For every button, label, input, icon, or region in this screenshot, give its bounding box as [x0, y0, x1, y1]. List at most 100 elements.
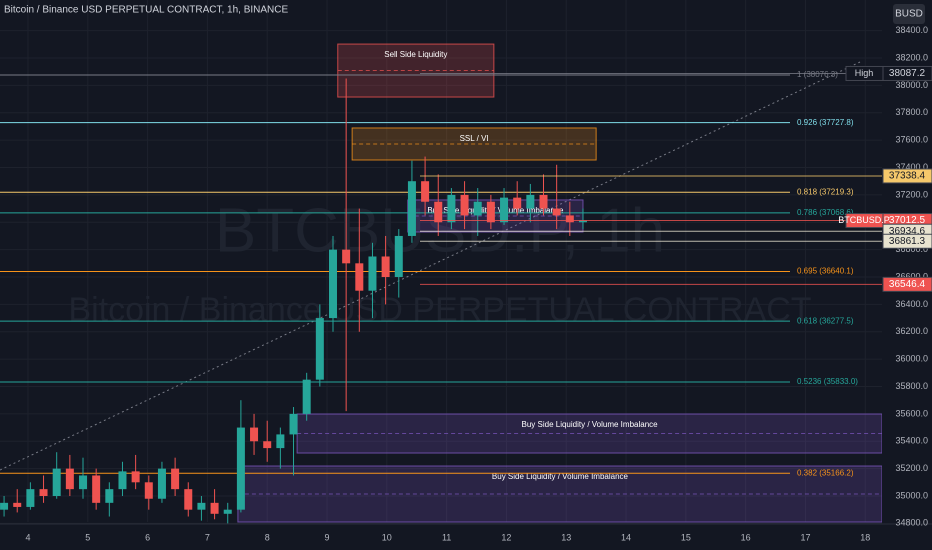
zone-label: Buy Side Liquidity / Volume Imbalance — [427, 206, 564, 215]
x-tick-label: 5 — [85, 532, 90, 542]
side-tag-label: BTCBUSD.P — [838, 215, 890, 225]
y-tick-label: 35800.0 — [895, 381, 928, 391]
candle-body — [105, 489, 114, 503]
price-tag-label: 36934.6 — [889, 226, 926, 237]
x-tick-label: 18 — [860, 532, 870, 542]
y-tick-label: 38200.0 — [895, 52, 928, 62]
price-tag — [882, 276, 932, 292]
x-tick-label: 16 — [741, 532, 751, 542]
candle-body — [250, 427, 259, 442]
candle-body — [578, 220, 587, 223]
chart-title: Bitcoin / Binance USD PERPETUAL CONTRACT… — [4, 5, 288, 16]
candle-body — [302, 379, 311, 414]
candle-body — [473, 201, 482, 216]
y-tick-label: 38400.0 — [895, 25, 928, 35]
candle-body — [342, 249, 351, 264]
time-axis — [0, 524, 932, 550]
candle-body — [144, 482, 153, 499]
candle-body — [434, 201, 443, 223]
candle-body — [0, 502, 9, 510]
y-tick-label: 37200.0 — [895, 189, 928, 199]
candle-body — [394, 235, 403, 278]
x-tick-label: 11 — [442, 532, 451, 542]
fib-label: 0.618 (36277.5) — [797, 316, 854, 325]
fib-label: 0.695 (36640.1) — [797, 267, 854, 276]
candle-body — [52, 468, 61, 496]
x-tick-label: 6 — [145, 532, 150, 542]
candle-body — [552, 208, 561, 216]
candle-body — [236, 427, 245, 510]
fib-label: 0.5236 (35833.0) — [797, 377, 858, 386]
y-tick-label: 36600.0 — [895, 271, 928, 281]
candle-body — [565, 215, 574, 223]
side-tag — [845, 213, 884, 229]
watermark-subtitle: Bitcoin / Binance USD PERPETUAL CONTRACT — [68, 291, 811, 329]
candle-body — [526, 194, 535, 209]
price-tag-label: 36546.4 — [889, 279, 926, 290]
candle-body — [197, 502, 206, 510]
candle-body — [407, 181, 416, 236]
candle-body — [131, 471, 140, 483]
y-tick-label: 34800.0 — [895, 518, 928, 528]
price-tag — [882, 168, 932, 184]
y-tick-label: 35400.0 — [895, 436, 928, 446]
price-axis — [882, 0, 932, 550]
y-tick-label: 35600.0 — [895, 408, 928, 418]
candle-body — [315, 318, 324, 380]
currency-button-label[interactable]: BUSD — [895, 9, 923, 20]
y-tick-label: 37600.0 — [895, 135, 928, 145]
candle-body — [486, 201, 495, 223]
candle-body — [421, 181, 430, 202]
fib-label: 0.382 (35166.2) — [797, 468, 854, 477]
x-tick-label: 10 — [382, 532, 392, 542]
candle-body — [263, 441, 272, 449]
candle-body — [210, 502, 219, 514]
x-tick-label: 13 — [561, 532, 571, 542]
x-tick-label: 14 — [621, 532, 631, 542]
y-tick-label: 38000.0 — [895, 80, 928, 90]
candle-body — [381, 256, 390, 278]
y-tick-label: 37800.0 — [895, 107, 928, 117]
candle-body — [539, 194, 548, 209]
currency-button[interactable] — [893, 4, 925, 24]
candle-body — [118, 471, 127, 490]
fib-label: 1 (38076.3) — [797, 70, 838, 79]
candle-body — [460, 194, 469, 216]
zone-label: SSL / VI — [460, 134, 489, 143]
fib-label: 0.818 (37219.3) — [797, 187, 854, 196]
price-tag — [882, 233, 932, 249]
candle-body — [355, 263, 364, 291]
side-tag — [845, 65, 884, 81]
y-tick-label: 37400.0 — [895, 162, 928, 172]
candle-body — [13, 502, 22, 507]
candle-body — [223, 509, 232, 514]
candle-body — [65, 468, 74, 490]
price-tag-label: 36861.3 — [889, 236, 926, 247]
price-tag-label: 38087.2 — [889, 68, 926, 79]
candle-body — [368, 256, 377, 291]
y-tick-label: 36800.0 — [895, 244, 928, 254]
x-tick-label: 15 — [681, 532, 691, 542]
x-tick-label: 7 — [205, 532, 210, 542]
candle-body — [276, 434, 285, 449]
y-tick-label: 36200.0 — [895, 326, 928, 336]
fib-label: 0.926 (37727.8) — [797, 118, 854, 127]
candle-body — [328, 249, 337, 319]
candle-body — [79, 475, 88, 490]
candle-body — [184, 489, 193, 510]
candle-body — [513, 197, 522, 209]
x-tick-label: 17 — [800, 532, 810, 542]
zone — [296, 413, 883, 454]
candle-body — [92, 475, 101, 503]
x-tick-label: 8 — [265, 532, 270, 542]
candle-body — [171, 468, 180, 490]
zone-label: Sell Side Liquidity — [384, 50, 447, 59]
candle-body — [447, 194, 456, 223]
y-tick-label: 35000.0 — [895, 490, 928, 500]
y-tick-label: 36000.0 — [895, 354, 928, 364]
side-tag-label: High — [855, 68, 874, 78]
trend-line — [0, 61, 861, 471]
x-tick-label: 4 — [25, 532, 30, 542]
